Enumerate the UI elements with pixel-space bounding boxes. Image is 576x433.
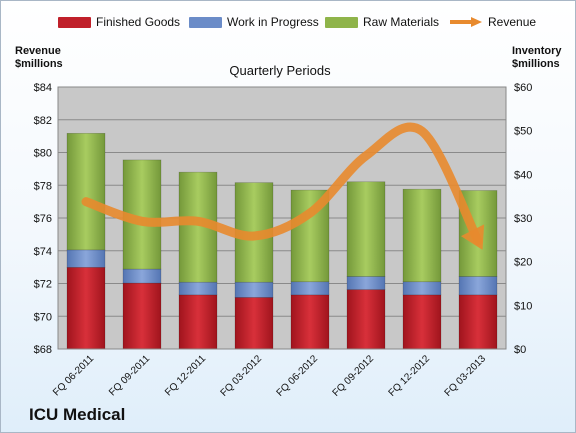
right-axis-title: Inventory $millions — [512, 45, 562, 70]
legend-item-finished-goods: Finished Goods — [58, 15, 180, 29]
category-label: FQ 09-2012 — [331, 353, 377, 399]
legend-label-raw-materials: Raw Materials — [363, 15, 440, 29]
raw-materials-swatch — [325, 16, 358, 28]
category-label: FQ 06-2012 — [275, 353, 321, 399]
raw-materials-bar — [346, 181, 386, 277]
legend-item-wip: Work in Progress — [189, 15, 319, 29]
raw-materials-bar — [66, 132, 106, 251]
left-tick-label: $80 — [34, 148, 52, 160]
left-axis-title: Revenue $millions — [15, 45, 63, 70]
finished-goods-bar — [290, 294, 330, 350]
finished-goods-bar — [458, 294, 498, 350]
finished-goods-bar — [234, 297, 274, 350]
legend-label-finished-goods: Finished Goods — [96, 15, 181, 29]
legend-label-wip: Work in Progress — [227, 15, 319, 29]
wip-bar — [234, 281, 274, 298]
category-label: FQ 12-2012 — [387, 353, 433, 399]
left-tick-label: $68 — [34, 344, 52, 356]
wip-bar — [290, 281, 330, 296]
category-label: FQ 03-2012 — [219, 353, 265, 399]
category-label: FQ 03-2013 — [443, 353, 489, 399]
category-label: FQ 06-2011 — [51, 353, 96, 398]
left-tick-label: $72 — [34, 279, 52, 291]
wip-bar — [346, 276, 386, 290]
left-tick-label: $74 — [34, 246, 52, 258]
finished-goods-swatch — [58, 16, 91, 28]
revenue-arrow-swatch — [450, 17, 482, 27]
wip-bar — [66, 249, 106, 268]
finished-goods-bar — [402, 294, 442, 350]
right-tick-label: $40 — [514, 169, 532, 181]
right-tick-label: $0 — [514, 344, 526, 356]
wip-bar — [458, 276, 498, 296]
wip-swatch — [189, 16, 222, 28]
left-tick-label: $76 — [34, 213, 52, 225]
raw-materials-bar — [402, 188, 442, 283]
chart-title: Quarterly Periods — [229, 63, 331, 78]
left-tick-label: $82 — [34, 115, 52, 127]
wip-bar — [178, 281, 218, 296]
legend: Finished Goods Work in Progress Raw Mate… — [1, 15, 575, 35]
finished-goods-bar — [122, 282, 162, 350]
left-tick-label: $78 — [34, 180, 52, 192]
wip-bar — [122, 268, 162, 284]
revenue-line — [81, 122, 483, 246]
left-tick-label: $84 — [34, 82, 52, 94]
category-label: FQ 09-2011 — [107, 353, 152, 398]
right-tick-label: $20 — [514, 257, 532, 269]
wip-bar — [402, 281, 442, 296]
right-tick-label: $10 — [514, 300, 532, 312]
right-tick-label: $60 — [514, 82, 532, 94]
revenue-arrowhead — [460, 224, 485, 250]
finished-goods-bar — [66, 267, 106, 350]
plot-border — [57, 86, 507, 350]
finished-goods-bar — [346, 289, 386, 350]
legend-item-raw-materials: Raw Materials — [325, 15, 439, 29]
category-label: FQ 12-2011 — [163, 353, 208, 398]
right-tick-label: $50 — [514, 126, 532, 138]
legend-item-revenue: Revenue — [449, 15, 536, 29]
left-tick-label: $70 — [34, 311, 52, 323]
finished-goods-bar — [178, 294, 218, 350]
legend-label-revenue: Revenue — [488, 15, 537, 29]
company-name: ICU Medical — [29, 405, 126, 424]
right-tick-label: $30 — [514, 213, 532, 225]
